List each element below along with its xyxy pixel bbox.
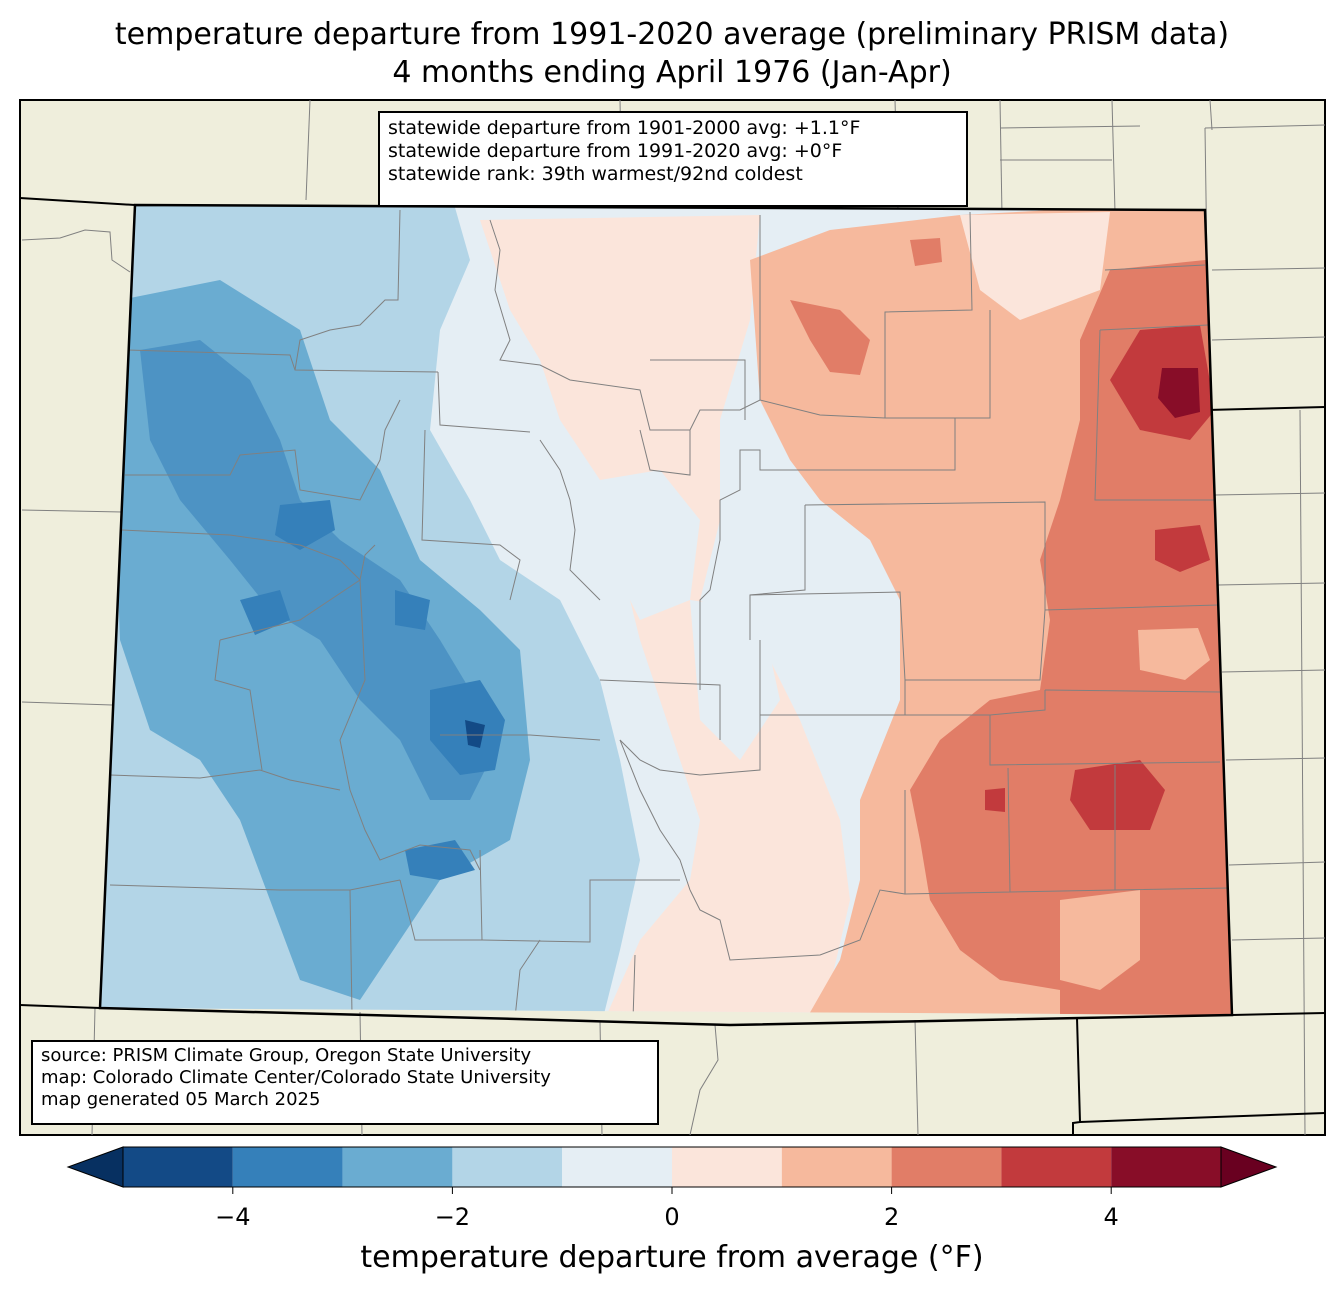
field-region — [910, 260, 1232, 1015]
colorbar-bin — [562, 1147, 672, 1187]
colorbar-tick-label: −4 — [215, 1203, 251, 1231]
colorbar-bin — [1001, 1147, 1112, 1187]
colorado-border — [98, 203, 1234, 1027]
source-map-credit: map: Colorado Climate Center/Colorado St… — [41, 1067, 551, 1088]
colorbar-bin — [123, 1147, 233, 1187]
field-region — [405, 840, 475, 880]
field-region — [985, 788, 1005, 812]
field-region — [480, 215, 850, 1015]
field-region — [1060, 890, 1140, 990]
field-region — [790, 300, 870, 375]
field-region — [1138, 628, 1210, 680]
source-box: source: PRISM Climate Group, Oregon Stat… — [31, 1040, 659, 1125]
neighbor-state-borders — [19, 197, 1326, 1135]
field-region — [910, 238, 942, 266]
colorbar-tick-label: 4 — [1103, 1203, 1119, 1231]
field-region — [960, 212, 1110, 320]
field-region — [600, 470, 700, 620]
statewide-stats-box: statewide departure from 1901-2000 avg: … — [378, 111, 968, 207]
colorbar — [66, 1146, 1278, 1194]
field-region — [1158, 368, 1200, 418]
field-region — [140, 340, 490, 800]
colorbar-under-extend — [66, 1146, 124, 1188]
field-region — [395, 590, 430, 630]
field-region — [1070, 760, 1165, 830]
map-title-line1: temperature departure from 1991-2020 ave… — [114, 17, 1230, 52]
field-region — [465, 720, 485, 748]
colorbar-bin — [1111, 1147, 1221, 1187]
colorbar-bin — [342, 1147, 453, 1187]
colorbar-bin — [781, 1147, 892, 1187]
colorbar-bin — [452, 1147, 563, 1187]
field-region — [275, 500, 335, 550]
stats-departure-1901-2000: statewide departure from 1901-2000 avg: … — [388, 117, 861, 139]
source-prism: source: PRISM Climate Group, Oregon Stat… — [41, 1045, 532, 1066]
field-region — [690, 600, 780, 760]
colorbar-tick-label: 0 — [664, 1203, 680, 1231]
colorbar-tick-label: −2 — [434, 1203, 471, 1231]
stats-rank: statewide rank: 39th warmest/92nd coldes… — [388, 163, 803, 185]
colorbar-bin — [232, 1147, 343, 1187]
field-region — [240, 590, 290, 635]
field-region — [1155, 525, 1210, 572]
colorbar-bin — [891, 1147, 1002, 1187]
map-title-line2: 4 months ending April 1976 (Jan-Apr) — [392, 55, 952, 90]
colorbar-tick-label: 2 — [883, 1203, 900, 1231]
stats-departure-1991-2020: statewide departure from 1991-2020 avg: … — [388, 140, 843, 162]
temperature-field — [100, 205, 1232, 1015]
source-generated-date: map generated 05 March 2025 — [41, 1089, 321, 1110]
county-lines — [109, 209, 1231, 1015]
colorbar-over-extend — [1220, 1146, 1278, 1188]
colorbar-bin — [672, 1147, 782, 1187]
colorbar-label: temperature departure from average (°F) — [360, 1240, 984, 1275]
